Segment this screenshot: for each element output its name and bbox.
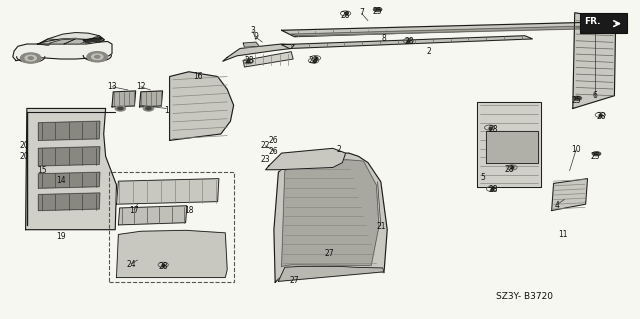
Polygon shape — [112, 91, 136, 107]
Polygon shape — [13, 41, 112, 61]
FancyBboxPatch shape — [580, 13, 627, 33]
Text: 28: 28 — [341, 11, 350, 20]
Polygon shape — [38, 172, 100, 188]
Polygon shape — [83, 38, 102, 41]
Text: 28: 28 — [488, 125, 497, 134]
Text: 24: 24 — [126, 260, 136, 269]
Text: 11: 11 — [559, 230, 568, 239]
Text: 28: 28 — [504, 165, 513, 174]
Text: 12: 12 — [136, 82, 145, 91]
Text: 19: 19 — [56, 232, 66, 241]
Text: 5: 5 — [481, 173, 486, 182]
Polygon shape — [140, 91, 163, 107]
Polygon shape — [282, 36, 532, 48]
Circle shape — [20, 53, 41, 63]
Circle shape — [28, 57, 33, 59]
Circle shape — [373, 7, 382, 12]
Circle shape — [95, 56, 100, 58]
Polygon shape — [243, 52, 293, 67]
Polygon shape — [116, 179, 219, 204]
Polygon shape — [170, 72, 234, 140]
Text: 28: 28 — [597, 112, 606, 121]
Text: 15: 15 — [36, 166, 47, 175]
Polygon shape — [64, 39, 88, 44]
Text: FR.: FR. — [584, 17, 600, 26]
Text: 16: 16 — [193, 72, 204, 81]
Polygon shape — [50, 39, 76, 44]
Text: 4: 4 — [554, 201, 559, 210]
Circle shape — [118, 107, 123, 110]
Polygon shape — [282, 157, 379, 266]
Circle shape — [146, 107, 151, 110]
Text: 10: 10 — [571, 145, 581, 154]
Text: 28: 28 — [488, 185, 497, 194]
Text: 7: 7 — [359, 8, 364, 17]
Text: 8: 8 — [381, 34, 387, 43]
Polygon shape — [38, 121, 100, 140]
Text: 6: 6 — [593, 91, 598, 100]
Polygon shape — [38, 39, 61, 45]
Text: 3: 3 — [250, 26, 255, 35]
Text: 27: 27 — [289, 276, 300, 285]
Text: 18: 18 — [184, 206, 193, 215]
Polygon shape — [84, 39, 100, 43]
Polygon shape — [282, 22, 598, 37]
Text: 2: 2 — [426, 47, 431, 56]
Polygon shape — [88, 36, 104, 42]
Text: 17: 17 — [129, 206, 140, 215]
Polygon shape — [38, 193, 100, 211]
Text: 28: 28 — [309, 56, 318, 65]
Polygon shape — [116, 230, 227, 278]
Text: 13: 13 — [107, 82, 117, 91]
Polygon shape — [266, 148, 346, 170]
Circle shape — [115, 106, 125, 111]
Polygon shape — [291, 26, 589, 36]
Circle shape — [25, 55, 36, 61]
Polygon shape — [552, 179, 588, 211]
Text: 28: 28 — [405, 37, 414, 46]
Polygon shape — [486, 131, 538, 163]
Polygon shape — [37, 33, 104, 44]
Text: 2: 2 — [337, 145, 342, 154]
Polygon shape — [26, 108, 116, 230]
Circle shape — [592, 152, 601, 156]
Bar — [109, 172, 234, 282]
Polygon shape — [274, 153, 387, 282]
Text: 9: 9 — [253, 32, 259, 41]
Text: 25: 25 — [590, 152, 600, 161]
Text: 25: 25 — [571, 96, 581, 105]
Polygon shape — [477, 102, 541, 187]
Text: 26: 26 — [268, 147, 278, 156]
Text: SZ3Y- B3720: SZ3Y- B3720 — [496, 292, 553, 301]
Text: 28: 28 — [159, 262, 168, 271]
Text: 27: 27 — [324, 249, 335, 258]
Polygon shape — [38, 147, 100, 166]
Circle shape — [87, 52, 108, 62]
Text: 14: 14 — [56, 176, 66, 185]
Polygon shape — [573, 13, 616, 108]
Circle shape — [92, 54, 103, 60]
Circle shape — [573, 96, 582, 100]
Text: 20: 20 — [19, 152, 29, 161]
Circle shape — [143, 106, 154, 111]
Polygon shape — [118, 206, 187, 225]
Text: 20: 20 — [19, 141, 29, 150]
Polygon shape — [223, 44, 294, 61]
Text: 26: 26 — [268, 136, 278, 145]
Polygon shape — [278, 266, 384, 281]
Text: 22: 22 — [261, 141, 270, 150]
Text: 28: 28 — [245, 56, 254, 65]
Polygon shape — [243, 42, 259, 47]
Text: 21: 21 — [376, 222, 385, 231]
Text: 1: 1 — [164, 106, 169, 115]
Text: 25: 25 — [372, 7, 383, 16]
Text: 23: 23 — [260, 155, 271, 164]
